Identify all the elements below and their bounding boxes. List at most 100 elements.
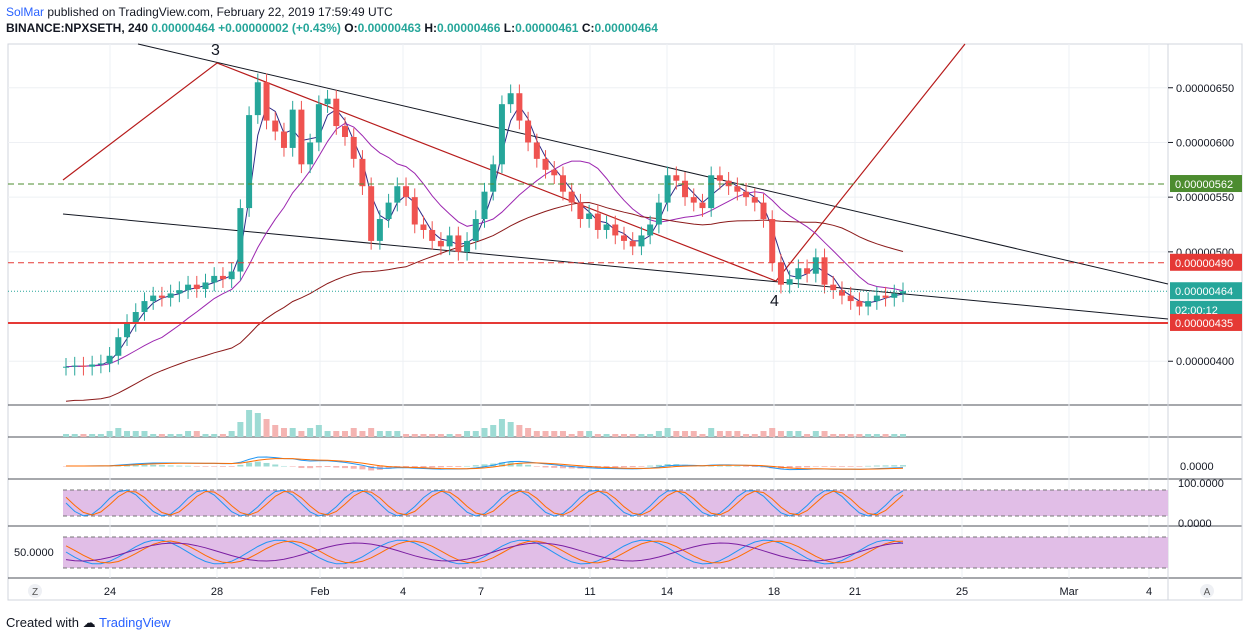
- candle-body: [821, 257, 828, 285]
- macd-histogram-bar: [882, 465, 889, 467]
- macd-histogram-bar: [246, 462, 253, 467]
- macd-histogram-bar: [176, 465, 183, 467]
- macd-histogram-bar: [856, 466, 863, 467]
- open-label: O:: [344, 21, 358, 35]
- x-tick-label: 18: [768, 586, 780, 598]
- volume-bar: [403, 434, 410, 437]
- low-label: L:: [503, 21, 516, 35]
- volume-bar: [804, 434, 811, 437]
- volume-bar: [891, 434, 898, 437]
- candle-body: [246, 115, 253, 209]
- candle-body: [873, 295, 880, 302]
- volume-bar: [838, 434, 845, 437]
- volume-bar: [185, 431, 192, 437]
- candle-body: [97, 363, 104, 365]
- volume-bar: [324, 431, 331, 437]
- candle-body: [307, 142, 314, 165]
- volume-bar: [481, 428, 488, 437]
- footer: Created with ☁ TradingView: [6, 615, 171, 631]
- macd-histogram-bar: [289, 466, 296, 467]
- volume-bar: [673, 431, 680, 437]
- last-price: 0.00000464: [151, 21, 215, 35]
- volume-bar: [193, 431, 200, 437]
- volume-bar: [847, 434, 854, 437]
- candle-body: [647, 224, 654, 236]
- volume-bar: [80, 434, 87, 437]
- volume-bar: [446, 434, 453, 437]
- volume-bar: [280, 428, 287, 437]
- candle-body: [437, 240, 444, 247]
- publish-text: published on TradingView.com, February 2…: [47, 5, 393, 19]
- macd-histogram-bar: [263, 462, 270, 467]
- volume-bar: [682, 431, 689, 437]
- x-tick-label: 25: [956, 586, 968, 598]
- volume-bar: [716, 431, 723, 437]
- volume-bar: [237, 422, 244, 437]
- x-tick-label: Feb: [311, 586, 330, 598]
- volume-bar: [629, 434, 636, 437]
- macd-histogram-bar: [725, 465, 732, 467]
- candle-body: [568, 191, 575, 203]
- candle-body: [158, 295, 165, 298]
- brand-name[interactable]: TradingView: [99, 615, 171, 630]
- candle-body: [542, 158, 549, 170]
- volume-bar: [664, 428, 671, 437]
- candle-body: [525, 120, 532, 143]
- macd-histogram-bar: [237, 464, 244, 467]
- volume-bar: [97, 434, 104, 437]
- volume-bar: [577, 431, 584, 437]
- candle-body: [167, 293, 174, 298]
- zoom-reset-button: [28, 584, 42, 598]
- volume-bar: [394, 431, 401, 437]
- macd-histogram-bar: [211, 466, 218, 467]
- volume-bar: [246, 410, 253, 437]
- macd-histogram-bar: [498, 462, 505, 467]
- candle-body: [743, 191, 750, 198]
- volume-bar: [542, 431, 549, 437]
- wave-label-4: 4: [770, 293, 779, 310]
- created-with-text: Created with: [6, 615, 79, 630]
- candle-body: [176, 290, 183, 294]
- volume-bar: [690, 431, 697, 437]
- candle-body: [760, 202, 767, 220]
- volume-bar: [777, 431, 784, 437]
- publish-info: SolMar published on TradingView.com, Feb…: [6, 5, 393, 19]
- volume-bar: [812, 431, 819, 437]
- close-value: 0.00000464: [594, 21, 658, 35]
- candle-body: [830, 284, 837, 291]
- x-tick-label: 14: [661, 586, 673, 598]
- volume-bar: [525, 428, 532, 437]
- candle-body: [211, 275, 218, 283]
- macd-histogram-bar: [342, 466, 348, 469]
- macd-histogram-bar: [812, 466, 819, 467]
- candle-body: [559, 175, 566, 192]
- macd-histogram-bar: [455, 466, 462, 467]
- volume-bar: [559, 431, 566, 437]
- candle-body: [551, 169, 558, 176]
- macd-histogram-bar: [158, 465, 165, 467]
- close-label: C:: [581, 21, 595, 35]
- x-tick-label: 7: [478, 586, 484, 598]
- volume-bar: [106, 431, 113, 437]
- volume-bar: [734, 431, 741, 437]
- candle-body: [403, 186, 410, 198]
- candle-body: [411, 197, 418, 225]
- volume-bar: [376, 431, 383, 437]
- volume-bar: [655, 431, 662, 437]
- symbol-name[interactable]: BINANCE:NPXSETH, 240: [6, 21, 149, 35]
- price-label: 0.00000464: [1175, 286, 1233, 298]
- macd-histogram-bar: [786, 466, 793, 469]
- volume-bar: [219, 434, 226, 437]
- author-link[interactable]: SolMar: [6, 5, 45, 19]
- price-label-box: [1170, 300, 1242, 318]
- candle-body: [193, 284, 200, 290]
- volume-bar: [490, 425, 497, 437]
- volume-bar: [516, 425, 523, 437]
- price-label-box: [1170, 175, 1242, 193]
- candle-body: [725, 180, 732, 187]
- candle-body: [150, 295, 157, 302]
- volume-bar: [821, 431, 828, 437]
- volume-bar: [176, 434, 183, 437]
- x-tick-label: 24: [104, 586, 116, 598]
